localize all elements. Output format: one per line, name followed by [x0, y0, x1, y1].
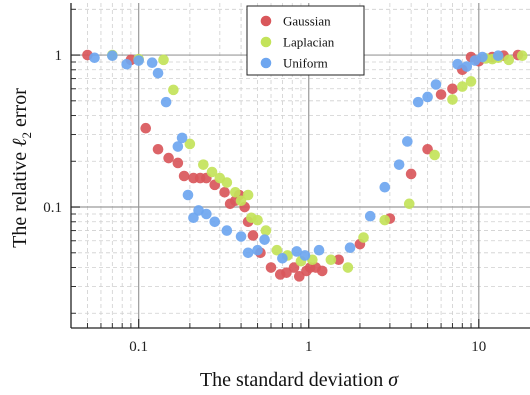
- laplacian-point: [206, 166, 218, 178]
- gaussian-point: [288, 262, 300, 273]
- gaussian-point: [163, 152, 174, 164]
- uniform-point: [277, 252, 288, 264]
- laplacian-point: [457, 81, 468, 92]
- uniform-point: [492, 50, 504, 62]
- laplacian-point: [379, 214, 391, 226]
- laplacian-point: [447, 94, 458, 105]
- laplacian-point: [325, 254, 337, 266]
- data-points: [82, 49, 528, 282]
- uniform-point: [221, 225, 233, 236]
- laplacian-point: [235, 195, 247, 207]
- gaussian-point: [219, 187, 230, 198]
- gaussian-point: [247, 230, 259, 241]
- minor-gridlines: [71, 3, 530, 328]
- uniform-point: [291, 246, 303, 257]
- laplacian-point: [230, 187, 241, 198]
- laplacian-point: [429, 149, 440, 161]
- axis-ticks: [71, 8, 480, 328]
- uniform-point: [209, 216, 221, 228]
- x-tick-label: 10: [471, 339, 486, 355]
- laplacian-point: [342, 262, 354, 273]
- uniform-point: [133, 55, 144, 66]
- laplacian-point: [168, 84, 179, 96]
- laplacian-point: [503, 54, 515, 66]
- y-tick-label: 0.1: [43, 200, 62, 216]
- legend-label-uniform: Uniform: [283, 56, 328, 71]
- uniform-point: [402, 136, 413, 147]
- laplacian-point: [184, 138, 196, 150]
- uniform-point: [201, 208, 212, 220]
- laplacian-point: [516, 50, 528, 62]
- uniform-point: [252, 244, 263, 256]
- laplacian-point: [358, 232, 369, 243]
- gaussian-point: [265, 262, 277, 273]
- uniform-point: [313, 244, 325, 256]
- tick-labels: 0.1 1 10 0.1 1: [43, 48, 486, 355]
- gaussian-point: [172, 157, 184, 169]
- uniform-point: [461, 61, 473, 72]
- uniform-point: [344, 242, 356, 254]
- legend-marker-uniform: [260, 57, 272, 69]
- gaussian-point: [422, 143, 433, 155]
- laplacian-point: [221, 177, 233, 188]
- laplacian-point: [242, 189, 254, 201]
- legend-label-gaussian: Gaussian: [283, 14, 331, 29]
- uniform-point: [121, 58, 132, 70]
- y-tick-label: 1: [55, 48, 63, 64]
- laplacian-point: [403, 198, 415, 210]
- gaussian-point: [140, 122, 152, 134]
- uniform-point: [477, 51, 488, 63]
- legend: Gaussian Laplacian Uniform: [246, 5, 365, 76]
- uniform-point: [242, 247, 254, 259]
- uniform-point: [176, 132, 188, 144]
- uniform-point: [160, 96, 172, 108]
- x-tick-label: 1: [305, 339, 313, 355]
- uniform-point: [259, 234, 270, 245]
- x-axis-title: The standard deviation σ: [200, 369, 399, 391]
- legend-marker-laplacian: [260, 36, 272, 48]
- uniform-point: [89, 52, 100, 64]
- uniform-point: [412, 96, 424, 108]
- uniform-point: [235, 231, 247, 242]
- uniform-point: [364, 210, 376, 222]
- gaussian-point: [281, 267, 292, 278]
- y-axis-title: The relative ℓ2 error: [9, 88, 34, 248]
- laplacian-point: [198, 159, 209, 170]
- uniform-point: [452, 58, 463, 70]
- uniform-point: [146, 57, 158, 69]
- gaussian-point: [152, 143, 164, 155]
- gaussian-point: [447, 83, 458, 95]
- uniform-point: [430, 79, 442, 90]
- gaussian-point: [316, 265, 328, 277]
- uniform-point: [152, 67, 164, 79]
- laplacian-point: [158, 54, 169, 66]
- gaussian-point: [178, 170, 190, 182]
- laplacian-point: [260, 225, 272, 236]
- gaussian-point: [293, 271, 305, 282]
- uniform-point: [393, 159, 405, 170]
- laplacian-point: [252, 214, 263, 226]
- uniform-point: [107, 50, 118, 62]
- uniform-point: [182, 189, 194, 201]
- gaussian-point: [333, 254, 344, 266]
- x-tick-label: 0.1: [129, 339, 148, 355]
- legend-label-laplacian: Laplacian: [283, 35, 335, 50]
- legend-marker-gaussian: [260, 15, 272, 27]
- laplacian-point: [465, 76, 477, 87]
- plot-frame: [70, 3, 530, 329]
- gaussian-point: [405, 168, 417, 180]
- uniform-point: [422, 91, 433, 103]
- gaussian-point: [435, 89, 447, 100]
- uniform-point: [172, 141, 184, 152]
- uniform-point: [299, 250, 311, 261]
- laplacian-point: [271, 244, 283, 256]
- uniform-point: [379, 181, 391, 193]
